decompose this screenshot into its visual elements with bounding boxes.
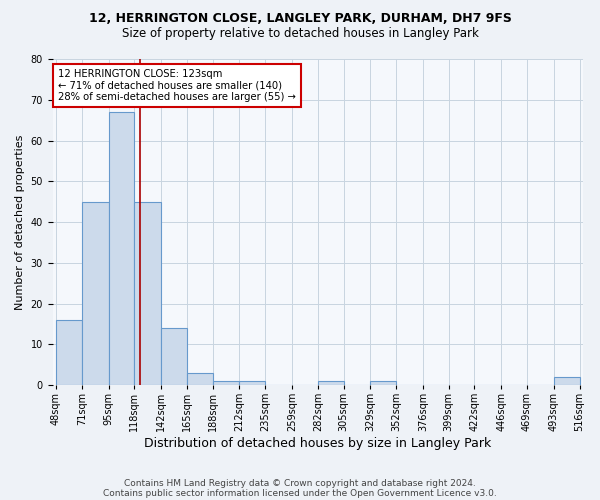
Bar [82,202,109,385]
Bar [239,381,265,385]
Bar [161,328,187,385]
Bar [212,381,239,385]
Text: 12 HERRINGTON CLOSE: 123sqm
← 71% of detached houses are smaller (140)
28% of se: 12 HERRINGTON CLOSE: 123sqm ← 71% of det… [58,69,296,102]
X-axis label: Distribution of detached houses by size in Langley Park: Distribution of detached houses by size … [144,437,491,450]
Bar [554,377,580,385]
Bar [318,381,344,385]
Bar [187,373,212,385]
Bar [56,320,82,385]
Bar [370,381,396,385]
Text: Contains public sector information licensed under the Open Government Licence v3: Contains public sector information licen… [103,488,497,498]
Text: 12, HERRINGTON CLOSE, LANGLEY PARK, DURHAM, DH7 9FS: 12, HERRINGTON CLOSE, LANGLEY PARK, DURH… [89,12,511,26]
Text: Contains HM Land Registry data © Crown copyright and database right 2024.: Contains HM Land Registry data © Crown c… [124,478,476,488]
Bar [109,112,134,385]
Bar [134,202,161,385]
Text: Size of property relative to detached houses in Langley Park: Size of property relative to detached ho… [122,28,478,40]
Y-axis label: Number of detached properties: Number of detached properties [15,134,25,310]
